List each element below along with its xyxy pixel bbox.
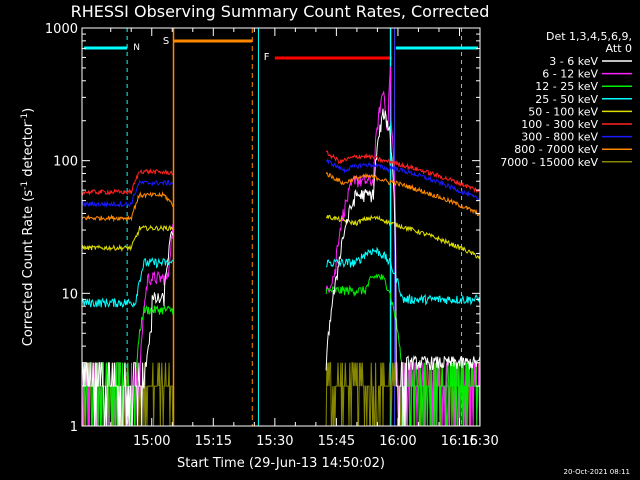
- x-tick-label: 15:00: [133, 434, 170, 449]
- plot-frame: [81, 27, 481, 427]
- series-line-7-seg1: [325, 171, 480, 217]
- legend-header-1: Det 1,3,4,5,6,9,: [546, 30, 632, 43]
- y-tick-label: 10: [61, 287, 78, 302]
- x-tick-label: 16:30: [461, 434, 498, 449]
- x-tick-label: 15:30: [256, 434, 293, 449]
- timestamp: 20-Oct-2021 08:11: [564, 468, 630, 476]
- series-line-4-seg0: [81, 224, 174, 253]
- plot-area: N S F: [81, 28, 481, 427]
- x-tick-label: 16:00: [379, 434, 416, 449]
- series-line-5-seg1: [325, 150, 481, 194]
- legend-entry-label: 3 - 6 keV: [549, 55, 598, 68]
- y-tick-label: 1: [70, 420, 78, 435]
- x-tick-label: 16:15: [441, 434, 478, 449]
- y-tick-label: 100: [53, 155, 78, 170]
- series-line-1-seg1: [325, 66, 481, 427]
- legend-entry-label: 25 - 50 keV: [535, 93, 598, 106]
- x-tick-label: 15:45: [318, 434, 355, 449]
- night-label: N: [133, 43, 140, 53]
- series-line-2-seg0: [82, 304, 174, 427]
- legend-entry-label: 50 - 100 keV: [528, 105, 598, 118]
- series-line-3-seg0: [81, 257, 174, 308]
- series-line-6-seg0: [81, 179, 174, 208]
- x-tick-label: 15:15: [195, 434, 232, 449]
- y-axis-label: Corrected Count Rate (s-1 detector-1): [20, 108, 36, 346]
- chart-title: RHESSI Observing Summary Count Rates, Co…: [71, 2, 490, 21]
- legend-entry-label: 300 - 800 keV: [521, 131, 598, 144]
- legend-header-2: Att 0: [606, 42, 632, 55]
- series-line-4-seg1: [325, 214, 481, 260]
- legend-entry-label: 800 - 7000 keV: [514, 143, 598, 156]
- legend-entry-label: 12 - 25 keV: [535, 80, 598, 93]
- series-line-5-seg0: [81, 167, 174, 196]
- series-line-6-seg1: [325, 158, 481, 203]
- series-line-0-seg0: [82, 230, 174, 427]
- legend-entry-label: 7000 - 15000 keV: [500, 156, 598, 169]
- series-line-3-seg1: [325, 246, 481, 306]
- x-axis-label: Start Time (29-Jun-13 14:50:02): [177, 456, 385, 471]
- series-line-7-seg0: [81, 190, 174, 223]
- flare-label: F: [264, 52, 270, 63]
- y-tick-label: 1000: [45, 22, 78, 37]
- legend-entry-label: 100 - 300 keV: [521, 118, 598, 131]
- saa-label: S: [163, 36, 169, 47]
- legend-entry-label: 6 - 12 keV: [542, 68, 598, 81]
